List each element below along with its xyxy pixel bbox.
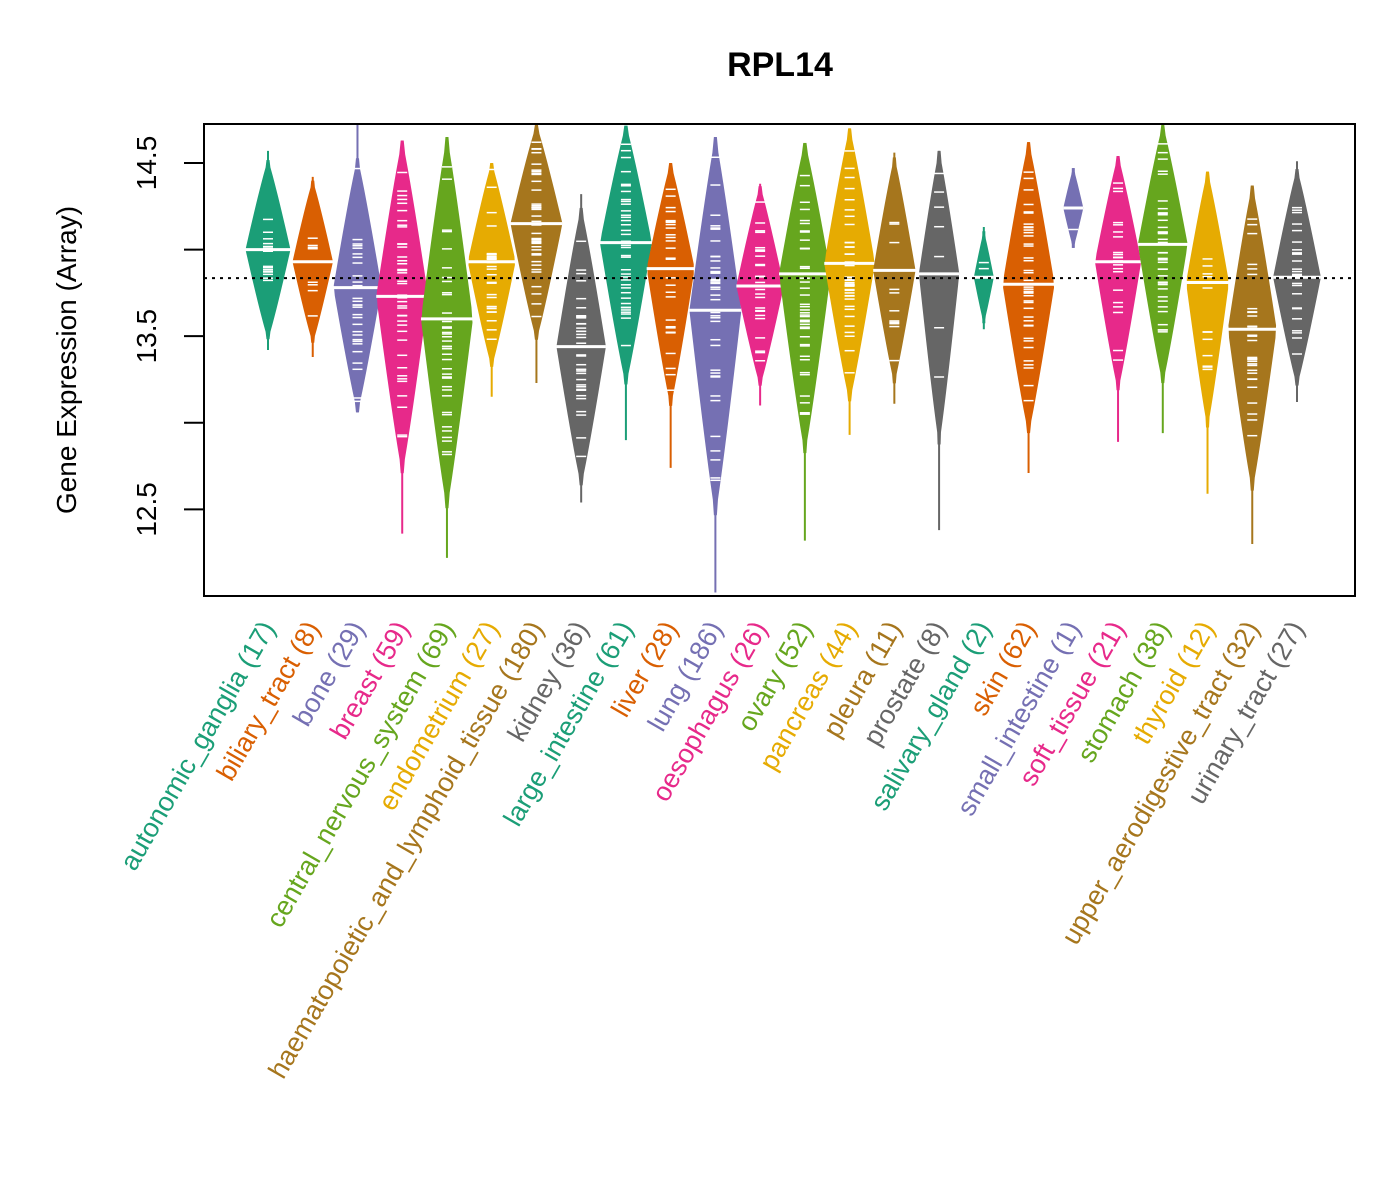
violin-body <box>1138 124 1188 384</box>
violin-biliary-tract <box>292 176 333 357</box>
violin-body <box>510 124 563 340</box>
violin-liver <box>646 162 695 468</box>
violin-oesophagus <box>736 183 784 406</box>
violin-body <box>1228 185 1277 491</box>
x-axis-labels: autonomic_ganglia (17)biliary_tract (8)b… <box>114 616 1310 1083</box>
violins-group <box>245 124 1321 593</box>
violin-pancreas <box>824 128 875 435</box>
violin-small-intestine <box>1063 168 1084 248</box>
chart-title: RPL14 <box>727 46 833 84</box>
violin-body <box>779 142 831 454</box>
violin-urinary-tract <box>1273 161 1321 403</box>
violin-large-intestine <box>599 124 652 441</box>
violin-body <box>1186 171 1229 428</box>
violin-haematopoietic-and-lymphoid-tissue <box>510 124 563 383</box>
violin-body <box>1095 156 1141 391</box>
violin-body <box>421 136 473 509</box>
violin-breast <box>376 140 429 534</box>
violin-skin <box>1002 142 1055 474</box>
violin-body <box>647 162 694 406</box>
violin-kidney <box>556 194 606 503</box>
violin-prostate <box>918 150 960 531</box>
y-axis-label: Gene Expression (Array) <box>51 206 82 514</box>
plot-frame <box>203 123 1356 597</box>
violin-thyroid <box>1186 171 1229 494</box>
violin-upper-aerodigestive-tract <box>1227 185 1277 545</box>
violin-bone <box>333 124 382 413</box>
violin-soft-tissue <box>1094 156 1142 442</box>
y-axis: 12.5 13.5 14.5 <box>131 136 204 537</box>
violin-autonomic-ganglia <box>245 150 291 351</box>
violin-body <box>600 124 652 385</box>
y-tick-label: 12.5 <box>131 482 162 537</box>
violin-lung <box>689 136 742 593</box>
violin-body <box>918 150 960 445</box>
violin-stomach <box>1137 124 1188 434</box>
violin-body <box>468 162 515 367</box>
y-tick-label: 14.5 <box>131 136 162 191</box>
violin-body <box>689 136 742 516</box>
violin-body <box>376 140 428 474</box>
violin-ovary <box>779 141 831 541</box>
violin-central-nervous-system <box>420 136 473 558</box>
violin-endometrium <box>467 162 516 397</box>
y-tick-label: 13.5 <box>131 309 162 364</box>
